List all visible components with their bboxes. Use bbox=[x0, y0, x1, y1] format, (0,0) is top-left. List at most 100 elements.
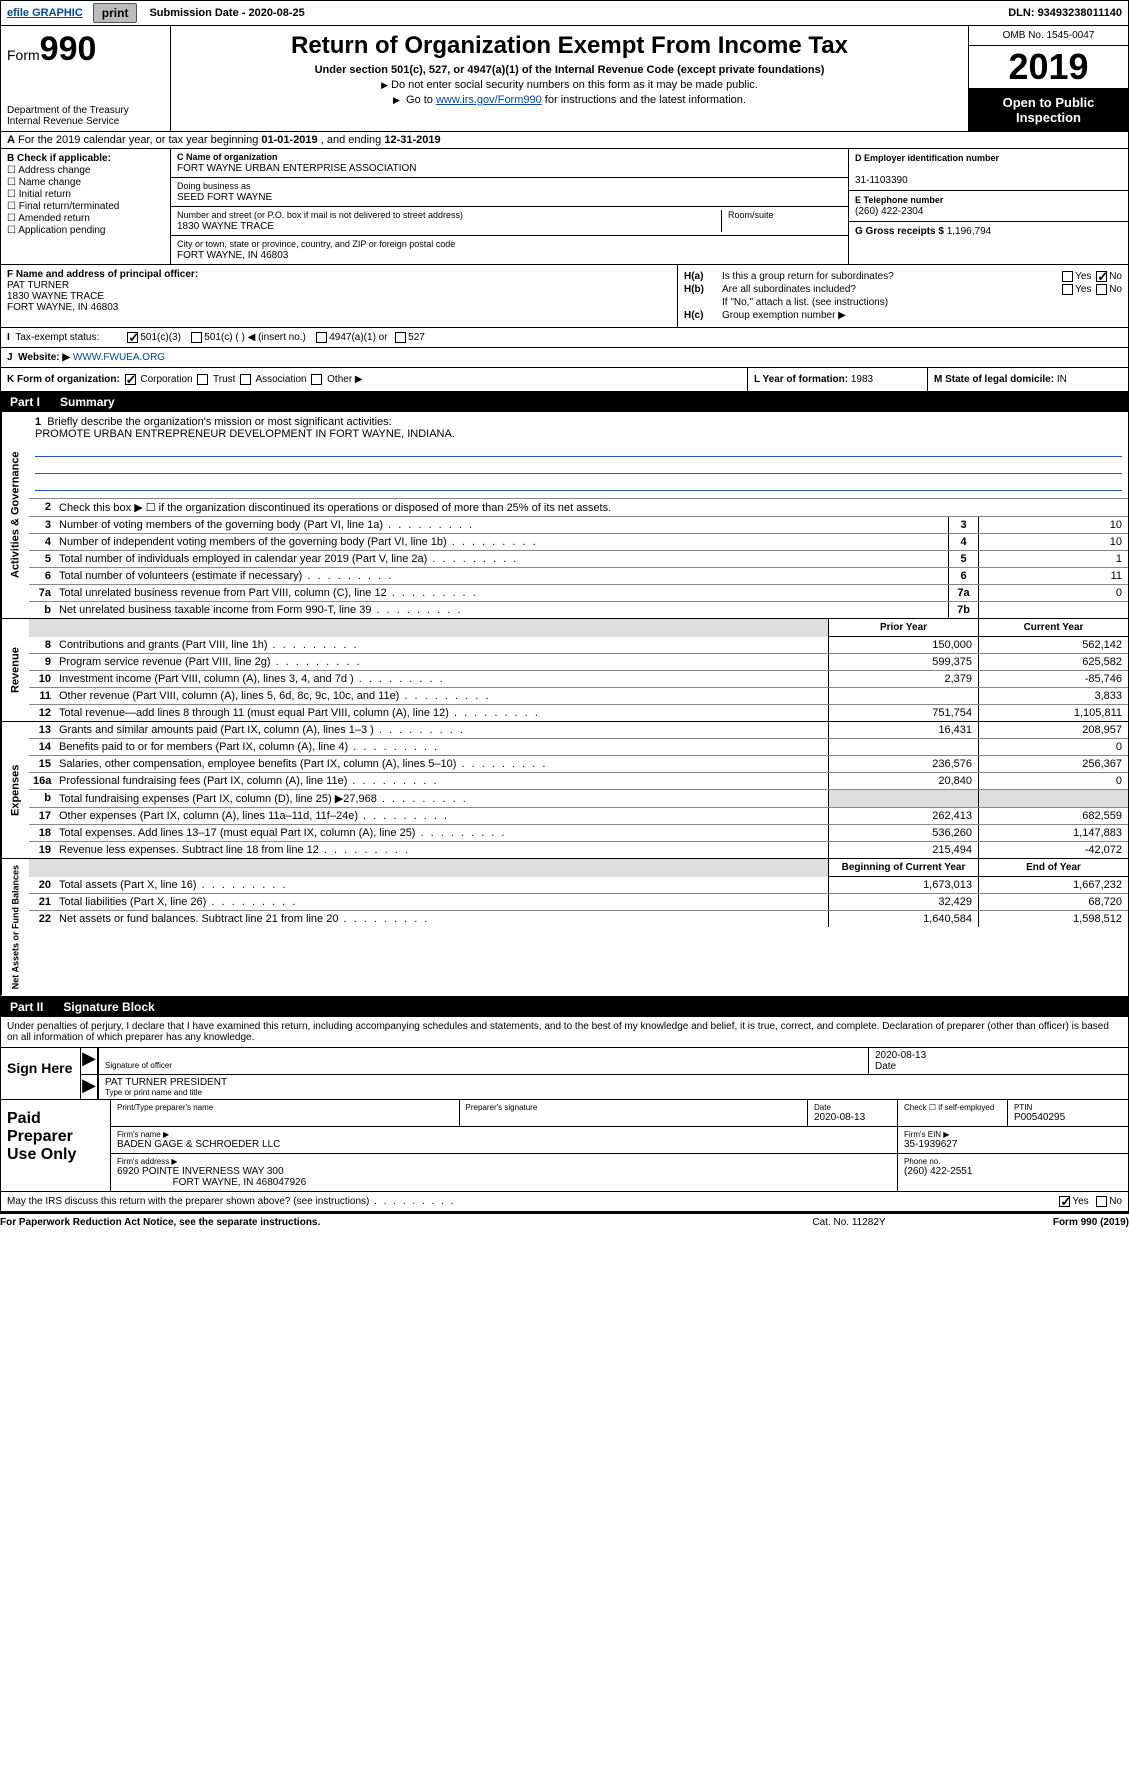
form-header: Form990 Department of the Treasury Inter… bbox=[0, 26, 1129, 132]
revenue-section: Revenue Prior Year Current Year 8Contrib… bbox=[0, 619, 1129, 722]
print-button[interactable]: print bbox=[93, 3, 138, 23]
summary-line: 3Number of voting members of the governi… bbox=[29, 517, 1128, 534]
paid-preparer-block: Paid Preparer Use Only Print/Type prepar… bbox=[0, 1100, 1129, 1192]
ha-no[interactable] bbox=[1096, 271, 1107, 282]
state-domicile: M State of legal domicile: IN bbox=[928, 368, 1128, 391]
expenses-tab: Expenses bbox=[1, 722, 29, 858]
firm-name: BADEN GAGE & SCHROEDER LLC bbox=[117, 1139, 280, 1150]
section-fh: F Name and address of principal officer:… bbox=[0, 265, 1129, 328]
current-year-hdr: Current Year bbox=[978, 619, 1128, 637]
governance-section: Activities & Governance 1 Briefly descri… bbox=[0, 412, 1129, 619]
dba-cell: Doing business as SEED FORT WAYNE bbox=[171, 178, 848, 207]
chk-application-pending[interactable]: ☐ Application pending bbox=[7, 225, 164, 236]
summary-line: 13Grants and similar amounts paid (Part … bbox=[29, 722, 1128, 739]
address-cell: Number and street (or P.O. box if mail i… bbox=[171, 207, 848, 236]
summary-line: 6Total number of volunteers (estimate if… bbox=[29, 568, 1128, 585]
summary-line: 4Number of independent voting members of… bbox=[29, 534, 1128, 551]
summary-line: 11Other revenue (Part VIII, column (A), … bbox=[29, 688, 1128, 705]
summary-line: bNet unrelated business taxable income f… bbox=[29, 602, 1128, 618]
summary-line: 15Salaries, other compensation, employee… bbox=[29, 756, 1128, 773]
chk-address-change[interactable]: ☐ Address change bbox=[7, 165, 164, 176]
chk-other[interactable] bbox=[311, 374, 322, 385]
row-j-website: J Website: ▶ WWW.FWUEA.ORG bbox=[0, 348, 1129, 368]
dln: DLN: 93493238011140 bbox=[1002, 4, 1128, 22]
row-a-tax-year: A For the 2019 calendar year, or tax yea… bbox=[0, 132, 1129, 149]
h-b-row: H(b) Are all subordinates included? Yes … bbox=[684, 284, 1122, 295]
street-address: 1830 WAYNE TRACE bbox=[177, 221, 274, 232]
open-inspection-badge: Open to Public Inspection bbox=[969, 89, 1128, 131]
signature-block: Under penalties of perjury, I declare th… bbox=[0, 1017, 1129, 1100]
form-subtitle: Under section 501(c), 527, or 4947(a)(1)… bbox=[177, 64, 962, 76]
omb-number: OMB No. 1545-0047 bbox=[969, 26, 1128, 46]
year-formation: L Year of formation: 1983 bbox=[748, 368, 928, 391]
department-label: Department of the Treasury Internal Reve… bbox=[7, 105, 164, 127]
chk-association[interactable] bbox=[240, 374, 251, 385]
h-a-row: H(a) Is this a group return for subordin… bbox=[684, 271, 1122, 282]
chk-527[interactable] bbox=[395, 332, 406, 343]
ssn-warning: Do not enter social security numbers on … bbox=[177, 79, 962, 91]
expenses-section: Expenses 13Grants and similar amounts pa… bbox=[0, 722, 1129, 859]
chk-name-change[interactable]: ☐ Name change bbox=[7, 177, 164, 188]
paid-preparer-label: Paid Preparer Use Only bbox=[1, 1100, 111, 1191]
telephone-cell: E Telephone number (260) 422-2304 bbox=[849, 191, 1128, 222]
mission-text: PROMOTE URBAN ENTREPRENEUR DEVELOPMENT I… bbox=[35, 428, 1122, 440]
submission-date: Submission Date - 2020-08-25 bbox=[141, 7, 312, 19]
summary-line: 9Program service revenue (Part VIII, lin… bbox=[29, 654, 1128, 671]
dba-name: SEED FORT WAYNE bbox=[177, 192, 272, 203]
chk-final-return[interactable]: ☐ Final return/terminated bbox=[7, 201, 164, 212]
tax-year: 2019 bbox=[969, 46, 1128, 89]
efile-topbar: efile GRAPHIC print Submission Date - 20… bbox=[0, 0, 1129, 26]
efile-link[interactable]: efile GRAPHIC bbox=[1, 4, 89, 22]
col-b-checkboxes: B Check if applicable: ☐ Address change … bbox=[1, 149, 171, 264]
row-i-tax-exempt: I Tax-exempt status: 501(c)(3) 501(c) ( … bbox=[0, 328, 1129, 348]
hb-yes[interactable] bbox=[1062, 284, 1073, 295]
firm-ein: 35-1939627 bbox=[904, 1139, 957, 1150]
firm-address: 6920 POINTE INVERNESS WAY 300 bbox=[117, 1166, 284, 1177]
city-cell: City or town, state or province, country… bbox=[171, 236, 848, 264]
discuss-yes[interactable] bbox=[1059, 1196, 1070, 1207]
instructions-note: Go to www.irs.gov/Form990 for instructio… bbox=[177, 94, 962, 106]
ein-value: 31-1103390 bbox=[855, 175, 908, 186]
revenue-tab: Revenue bbox=[1, 619, 29, 721]
netassets-tab: Net Assets or Fund Balances bbox=[1, 859, 29, 995]
chk-501c3[interactable] bbox=[127, 332, 138, 343]
part-ii-header: Part II Signature Block bbox=[0, 997, 1129, 1017]
org-name: FORT WAYNE URBAN ENTERPRISE ASSOCIATION bbox=[177, 163, 416, 174]
discuss-no[interactable] bbox=[1096, 1196, 1107, 1207]
h-c-row: H(c) Group exemption number ▶ bbox=[684, 310, 1122, 321]
section-bcd: B Check if applicable: ☐ Address change … bbox=[0, 149, 1129, 265]
summary-line: 19Revenue less expenses. Subtract line 1… bbox=[29, 842, 1128, 858]
h-b-note: If "No," attach a list. (see instruction… bbox=[684, 297, 1122, 308]
chk-initial-return[interactable]: ☐ Initial return bbox=[7, 189, 164, 200]
summary-line: 8Contributions and grants (Part VIII, li… bbox=[29, 637, 1128, 654]
summary-line: bTotal fundraising expenses (Part IX, co… bbox=[29, 790, 1128, 808]
part-i-header: Part I Summary bbox=[0, 392, 1129, 412]
begin-year-hdr: Beginning of Current Year bbox=[828, 859, 978, 877]
website-link[interactable]: WWW.FWUEA.ORG bbox=[73, 352, 165, 363]
gross-receipts-value: 1,196,794 bbox=[947, 226, 992, 237]
summary-line: 10Investment income (Part VIII, column (… bbox=[29, 671, 1128, 688]
chk-corporation[interactable] bbox=[125, 374, 136, 385]
principal-officer: F Name and address of principal officer:… bbox=[1, 265, 678, 327]
ha-yes[interactable] bbox=[1062, 271, 1073, 282]
prior-year-hdr: Prior Year bbox=[828, 619, 978, 637]
org-name-cell: C Name of organization FORT WAYNE URBAN … bbox=[171, 149, 848, 178]
end-year-hdr: End of Year bbox=[978, 859, 1128, 877]
chk-amended-return[interactable]: ☐ Amended return bbox=[7, 213, 164, 224]
form-title: Return of Organization Exempt From Incom… bbox=[177, 32, 962, 60]
irs-discuss-row: May the IRS discuss this return with the… bbox=[0, 1192, 1129, 1212]
governance-tab: Activities & Governance bbox=[1, 412, 29, 618]
perjury-declaration: Under penalties of perjury, I declare th… bbox=[1, 1017, 1128, 1048]
officer-name: PAT TURNER PRESIDENT bbox=[105, 1077, 227, 1088]
summary-line: 18Total expenses. Add lines 13–17 (must … bbox=[29, 825, 1128, 842]
summary-line: 14Benefits paid to or for members (Part … bbox=[29, 739, 1128, 756]
irs-link[interactable]: www.irs.gov/Form990 bbox=[436, 94, 542, 106]
chk-501c[interactable] bbox=[191, 332, 202, 343]
hb-no[interactable] bbox=[1096, 284, 1107, 295]
gross-receipts-cell: G Gross receipts $ 1,196,794 bbox=[849, 222, 1128, 241]
summary-line: 20Total assets (Part X, line 16)1,673,01… bbox=[29, 877, 1128, 894]
form-number: Form990 bbox=[7, 30, 164, 69]
chk-trust[interactable] bbox=[197, 374, 208, 385]
chk-4947[interactable] bbox=[316, 332, 327, 343]
summary-line: 7aTotal unrelated business revenue from … bbox=[29, 585, 1128, 602]
